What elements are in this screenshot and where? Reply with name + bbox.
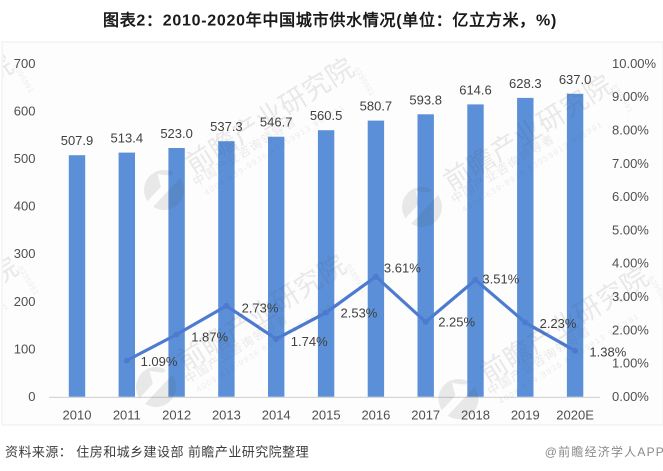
svg-text:2014: 2014 [262,407,291,422]
svg-text:图表2：2010-2020年中国城市供水情况(单位：亿立方米: 图表2：2010-2020年中国城市供水情况(单位：亿立方米，%) [103,11,557,30]
svg-text:546.7: 546.7 [260,115,293,130]
svg-text:200: 200 [14,294,36,309]
svg-text:资料来源： 住房和城乡建设部 前瞻产业研究院整理: 资料来源： 住房和城乡建设部 前瞻产业研究院整理 [5,445,309,460]
svg-text:6.00%: 6.00% [612,189,649,204]
svg-text:10.00%: 10.00% [612,56,657,71]
svg-text:2016: 2016 [361,407,390,422]
svg-text:3.51%: 3.51% [482,271,519,286]
svg-text:2.00%: 2.00% [612,322,649,337]
svg-text:580.7: 580.7 [360,99,393,114]
svg-text:2018: 2018 [461,407,490,422]
svg-text:7.00%: 7.00% [612,156,649,171]
svg-text:593.8: 593.8 [409,92,442,107]
svg-text:600: 600 [14,104,36,119]
svg-text:2.25%: 2.25% [438,315,475,330]
svg-text:0: 0 [28,389,35,404]
svg-text:3.00%: 3.00% [612,289,649,304]
svg-text:2019: 2019 [511,407,540,422]
svg-text:500: 500 [14,151,36,166]
svg-text:507.9: 507.9 [61,133,94,148]
svg-text:513.4: 513.4 [111,131,144,146]
svg-text:637.0: 637.0 [559,72,592,87]
svg-text:2013: 2013 [212,407,241,422]
svg-text:100: 100 [14,341,36,356]
svg-text:400: 400 [14,199,36,214]
svg-text:1.09%: 1.09% [141,354,178,369]
svg-text:2.53%: 2.53% [341,306,378,321]
svg-text:614.6: 614.6 [459,82,492,97]
svg-text:5.00%: 5.00% [612,222,649,237]
svg-text:4.00%: 4.00% [612,256,649,271]
svg-text:3.61%: 3.61% [384,260,421,275]
svg-text:2012: 2012 [162,407,191,422]
svg-text:0.00%: 0.00% [612,389,649,404]
svg-text:1.38%: 1.38% [589,345,626,360]
svg-text:537.3: 537.3 [210,119,243,134]
svg-text:9.00%: 9.00% [612,89,649,104]
svg-text:523.0: 523.0 [160,126,193,141]
svg-text:1.87%: 1.87% [191,329,228,344]
svg-text:2017: 2017 [411,407,440,422]
svg-text:700: 700 [14,56,36,71]
svg-text:560.5: 560.5 [310,108,343,123]
svg-text:2015: 2015 [312,407,341,422]
svg-text:8.00%: 8.00% [612,123,649,138]
svg-text:1.74%: 1.74% [291,334,328,349]
svg-text:628.3: 628.3 [509,76,542,91]
svg-text:2011: 2011 [113,407,141,422]
svg-text:1.00%: 1.00% [612,356,649,371]
svg-text:2010: 2010 [63,407,92,422]
svg-text:2.73%: 2.73% [242,301,279,316]
svg-text:2020E: 2020E [556,407,594,422]
svg-text:@前瞻经济学人APP: @前瞻经济学人APP [545,444,663,459]
svg-text:2.23%: 2.23% [540,316,577,331]
svg-text:300: 300 [14,246,36,261]
